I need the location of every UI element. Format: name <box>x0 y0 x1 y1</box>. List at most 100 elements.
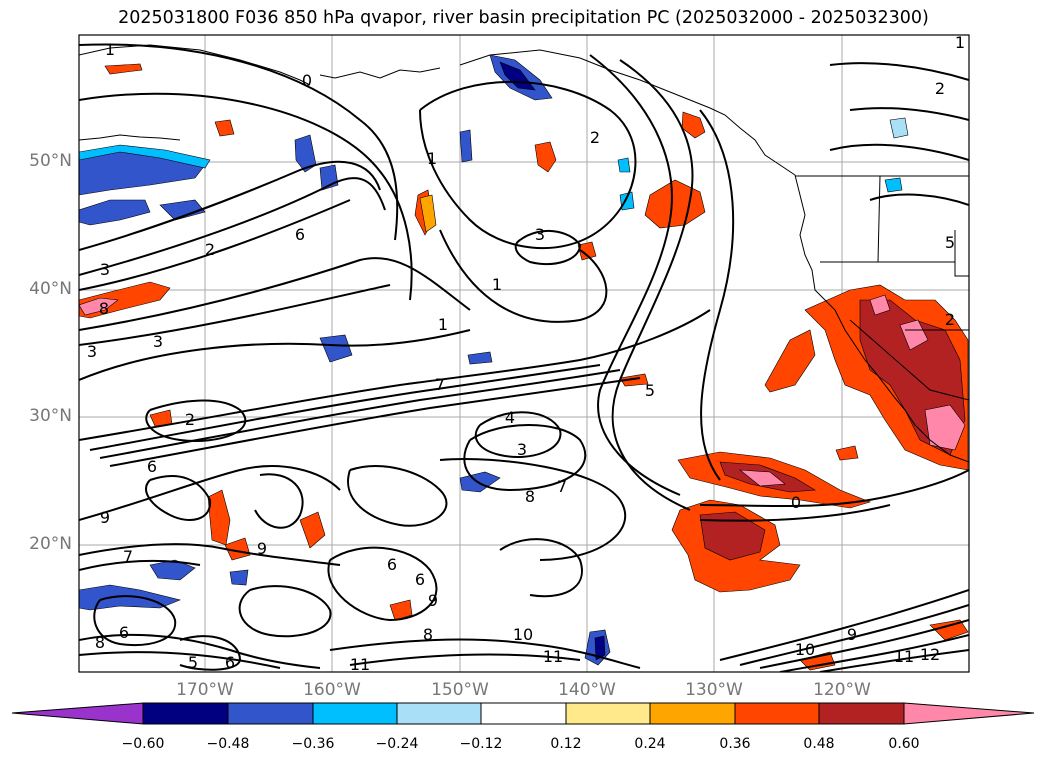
shade-neg-24n <box>459 471 501 493</box>
contour-label: 7 <box>435 375 445 394</box>
shade-20n-s <box>299 511 326 549</box>
shade-58n <box>534 141 557 173</box>
shade-california-pink3 <box>869 294 891 316</box>
contour-label: 3 <box>153 332 163 351</box>
contour-label: 1 <box>955 33 965 52</box>
contour-label: 6 <box>225 653 235 672</box>
shade-20n-inner <box>699 511 766 561</box>
contour-label: 1 <box>438 315 448 334</box>
shade-band-25n-pink <box>739 469 786 487</box>
shade-40n-w-pink <box>79 297 119 316</box>
lon-label: 160°W <box>303 680 361 700</box>
shade-neg-45n <box>79 199 151 226</box>
contour-label: 1 <box>427 149 437 168</box>
colorbar-segment <box>396 702 482 725</box>
colorbar-segment <box>818 702 905 725</box>
contour-label: 10 <box>795 640 815 659</box>
border-states-3 <box>954 230 969 277</box>
colorbar <box>11 702 1035 725</box>
colorbar-segment <box>312 702 398 725</box>
contour-label: 9 <box>847 625 857 644</box>
shade-neg-46n-coast <box>884 177 903 193</box>
contour-label: 2 <box>205 240 215 259</box>
qvapor-contours <box>79 43 969 672</box>
shade-33n <box>619 373 649 387</box>
shade-neg-35n <box>319 334 353 363</box>
coastlines <box>79 44 969 463</box>
contour-label: 4 <box>505 408 515 427</box>
contour-labels: 1 0 2 1 2 3 6 3 1 8 3 3 1 7 5 2 6 4 3 8 … <box>87 33 965 674</box>
shade-45n-140w <box>644 179 706 229</box>
colorbar-segment <box>565 702 651 725</box>
colorbar-tick-label: −0.60 <box>121 736 165 752</box>
contour-label: 8 <box>99 299 109 318</box>
contour-label: 2 <box>935 79 945 98</box>
shade-coast-band <box>764 329 816 393</box>
contour-label: 0 <box>302 71 312 90</box>
contour-label: 1 <box>492 275 502 294</box>
contour-label: 11 <box>350 655 370 674</box>
colorbar-tick-label: −0.12 <box>459 736 503 752</box>
map-background <box>79 35 969 672</box>
map-title: 2025031800 F036 850 hPa qvapor, river ba… <box>118 8 929 28</box>
shade-neg-18n <box>79 584 181 611</box>
contour-label: 6 <box>119 623 129 642</box>
contour-label: 8 <box>525 487 535 506</box>
shade-46n <box>419 194 437 233</box>
contour-label: 2 <box>590 128 600 147</box>
precip-shading-negative <box>79 54 909 666</box>
contour-label: 11 <box>543 647 563 666</box>
contour-label: 8 <box>95 633 105 652</box>
shade-15n <box>389 599 413 621</box>
shade-neg-44n <box>159 199 206 221</box>
shade-neg-19n <box>229 569 249 586</box>
shade-bc-coast <box>681 111 706 139</box>
coast-aleutians <box>79 134 181 141</box>
lon-label: 140°W <box>558 680 616 700</box>
lon-label: 170°W <box>176 680 234 700</box>
contour-label: 2 <box>185 410 195 429</box>
shade-26n <box>835 445 859 461</box>
colorbar-tick-label: 0.24 <box>634 736 666 752</box>
lat-label: 50°N <box>29 151 72 171</box>
contour-label: 1 <box>105 40 115 59</box>
lon-label: 150°W <box>431 680 489 700</box>
contour-label: 6 <box>415 570 425 589</box>
lat-label: 30°N <box>29 406 72 426</box>
map-panel: 1 0 2 1 2 3 6 3 1 8 3 3 1 7 5 2 6 4 3 8 … <box>79 33 969 674</box>
contour-label: 10 <box>513 625 533 644</box>
lat-label: 40°N <box>29 279 72 299</box>
precip-shading-positive <box>79 63 969 671</box>
colorbar-tick-label: 0.48 <box>803 736 835 752</box>
colorbar-tick-label: −0.48 <box>206 736 250 752</box>
shade-neg-55n-140w <box>617 157 631 173</box>
contour-label: 7 <box>557 477 567 496</box>
colorbar-extend-high <box>903 702 1035 725</box>
coast-alaska <box>79 44 711 109</box>
shade-se <box>929 619 969 641</box>
contour-label: 5 <box>188 653 198 672</box>
contour-label: 3 <box>100 260 110 279</box>
colorbar-segment <box>649 702 736 725</box>
colorbar-tick-label: 0.60 <box>888 736 920 752</box>
colorbar-segment <box>734 702 820 725</box>
contour-label: 9 <box>428 591 438 610</box>
contour-label: 7 <box>123 547 133 566</box>
shade-65n <box>104 63 143 75</box>
border-states-2 <box>877 175 881 263</box>
shade-neg-50n-155w <box>459 129 473 163</box>
contour-label: 6 <box>387 555 397 574</box>
colorbar-tick-label: 0.12 <box>550 736 582 752</box>
lon-label: 120°W <box>813 680 871 700</box>
contour-label: 9 <box>257 539 267 558</box>
shade-neg-12n-navy <box>594 635 606 661</box>
shade-neg-35n-2 <box>467 351 493 365</box>
colorbar-tick-label: −0.36 <box>291 736 335 752</box>
lon-label: 130°W <box>685 680 743 700</box>
contour-label: 3 <box>535 225 545 244</box>
contour-label: 3 <box>87 342 97 361</box>
shade-neg-52n-coast <box>889 117 909 139</box>
contour-label: 6 <box>147 457 157 476</box>
contour-label: 12 <box>920 645 940 664</box>
lat-label: 20°N <box>29 534 72 554</box>
